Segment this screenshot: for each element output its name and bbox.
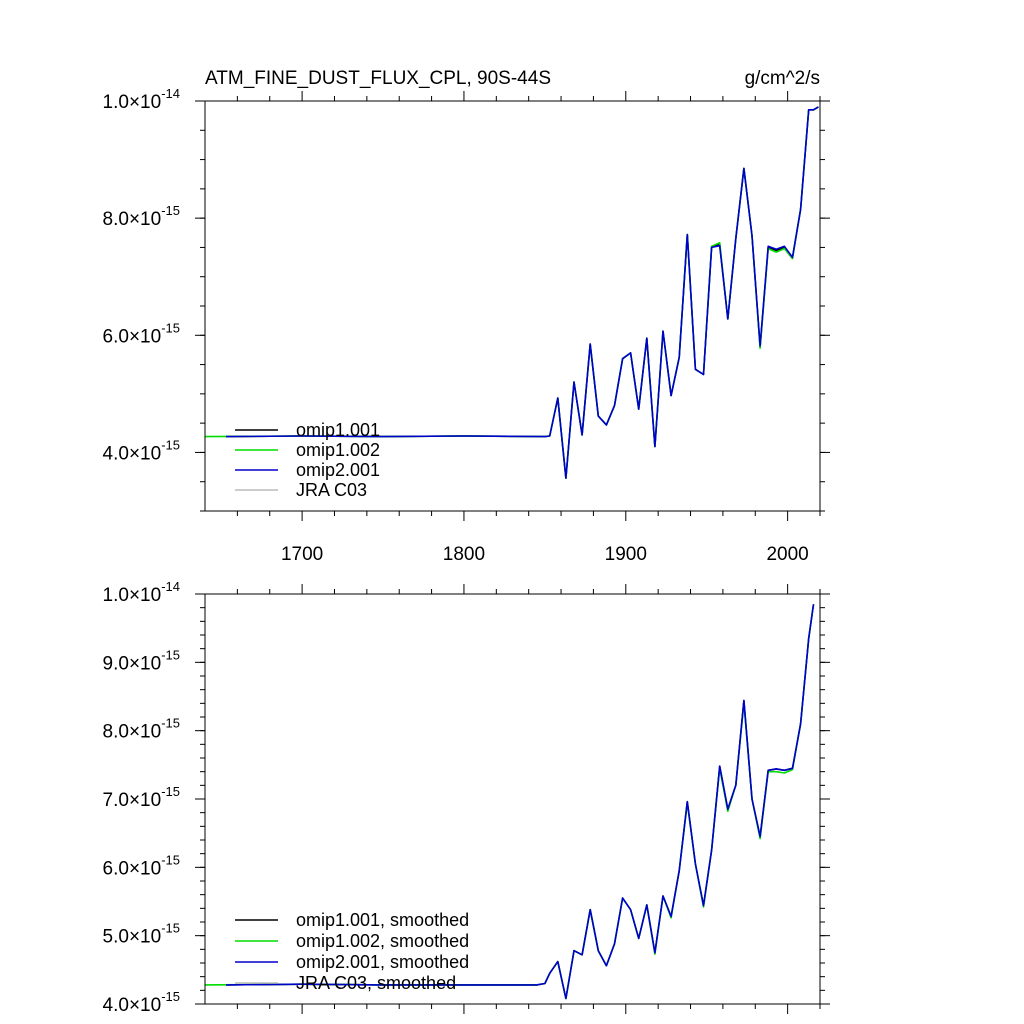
x-tick-label: 1900 [605, 544, 647, 565]
chart-top: ATM_FINE_DUST_FLUX_CPL, 90S-44S g/cm^2/s… [103, 68, 830, 565]
axis-ticks: 4.0×10-15 5.0×10-15 6.0×10-15 7.0×10-15 8.0×… [103, 579, 830, 1016]
legend-label: omip1.001 [296, 420, 380, 440]
legend-label: JRA C03, smoothed [296, 973, 456, 993]
x-tick-label: 2000 [766, 544, 808, 565]
series-group [204, 604, 815, 1000]
plot-frame [204, 593, 821, 1005]
legend-label: omip1.001, smoothed [296, 910, 469, 930]
y-tick-label: 8.0×10-15 [103, 716, 180, 743]
y-tick-label: 7.0×10-15 [103, 784, 180, 811]
axis-ticks: 1700 1800 1900 2000 4.0×10-15 6.0×10-15 8.0×10… [103, 86, 830, 565]
legend-label: JRA C03 [296, 480, 367, 500]
chart-title: ATM_FINE_DUST_FLUX_CPL, 90S-44S [205, 68, 551, 89]
plot-frame [204, 100, 821, 512]
legend-label: omip2.001 [296, 460, 380, 480]
y-tick-label: 5.0×10-15 [103, 921, 180, 948]
legend-label: omip1.002 [296, 440, 380, 460]
y-tick-label: 9.0×10-15 [103, 647, 180, 674]
y-tick-label: 6.0×10-15 [103, 852, 180, 879]
y-tick-label: 1.0×10-14 [103, 86, 180, 113]
chart-units: g/cm^2/s [745, 68, 820, 89]
x-tick-label: 1700 [281, 544, 323, 565]
y-tick-label: 1.0×10-14 [103, 579, 180, 606]
series-group [204, 106, 819, 480]
series-line-omip2-001-smoothed [225, 604, 815, 1000]
y-tick-label: 4.0×10-15 [103, 989, 180, 1016]
x-tick-label: 1800 [443, 544, 485, 565]
y-tick-label: 6.0×10-15 [103, 320, 180, 347]
y-tick-label: 4.0×10-15 [103, 437, 180, 464]
legend-label: omip2.001, smoothed [296, 952, 469, 972]
chart-bottom: 4.0×10-15 5.0×10-15 6.0×10-15 7.0×10-15 8.0×… [103, 579, 830, 1016]
y-tick-label: 8.0×10-15 [103, 203, 180, 230]
series-line-omip2-001 [225, 106, 819, 480]
legend-label: omip1.002, smoothed [296, 931, 469, 951]
